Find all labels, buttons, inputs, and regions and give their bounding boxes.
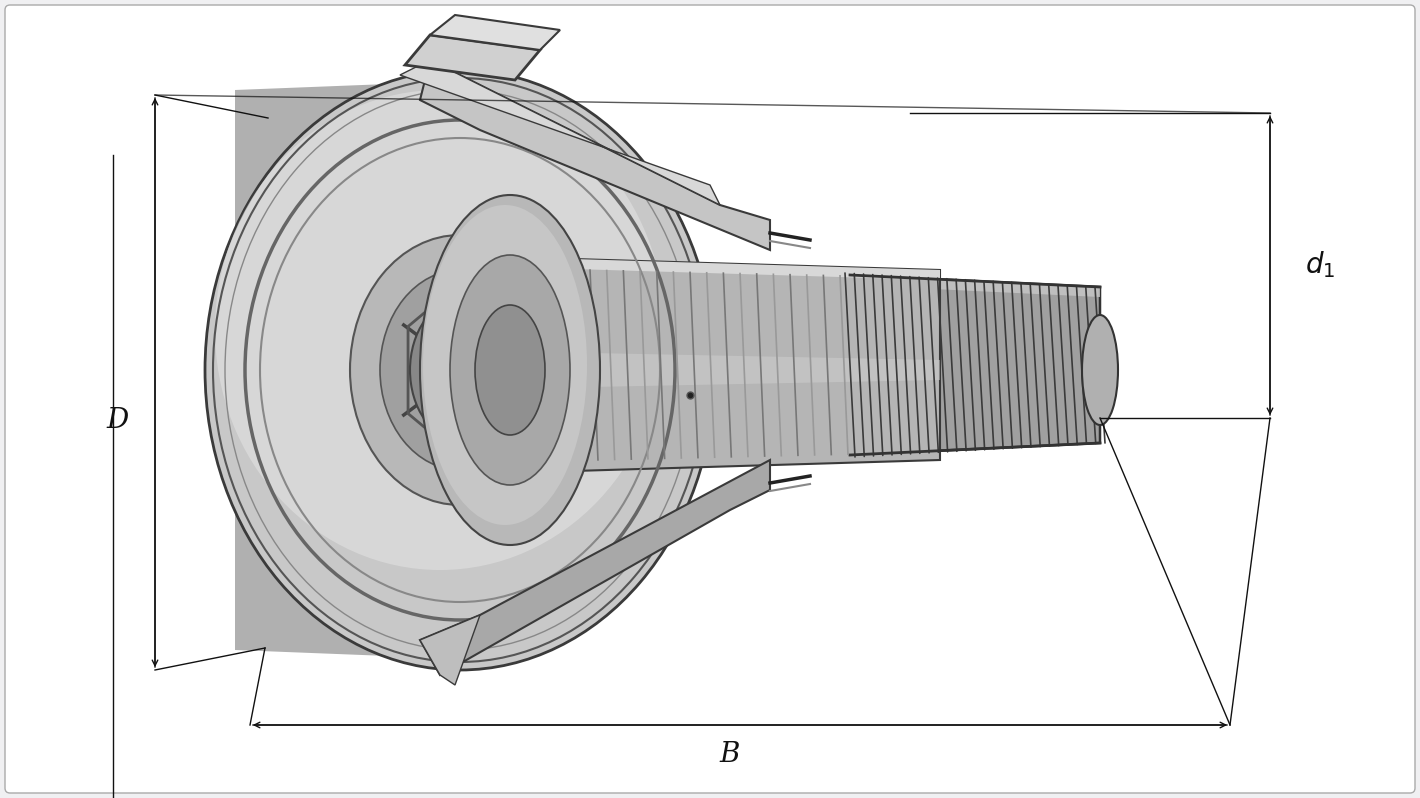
- Ellipse shape: [476, 305, 545, 435]
- Ellipse shape: [410, 300, 510, 440]
- FancyBboxPatch shape: [6, 5, 1414, 793]
- Polygon shape: [400, 60, 720, 205]
- Polygon shape: [440, 255, 940, 475]
- Polygon shape: [851, 275, 1100, 297]
- Ellipse shape: [450, 255, 569, 485]
- Polygon shape: [440, 255, 940, 280]
- Ellipse shape: [1082, 315, 1118, 425]
- Text: B: B: [720, 741, 740, 768]
- Ellipse shape: [423, 205, 586, 525]
- Ellipse shape: [420, 195, 601, 545]
- Polygon shape: [234, 80, 490, 660]
- Polygon shape: [440, 350, 940, 390]
- Ellipse shape: [204, 70, 716, 670]
- Polygon shape: [420, 460, 770, 675]
- Ellipse shape: [214, 90, 665, 570]
- Polygon shape: [851, 275, 1100, 455]
- Polygon shape: [405, 35, 540, 80]
- Ellipse shape: [381, 270, 540, 470]
- Polygon shape: [420, 60, 770, 250]
- Text: D: D: [106, 406, 129, 433]
- Polygon shape: [430, 15, 559, 50]
- Polygon shape: [420, 615, 480, 685]
- Ellipse shape: [349, 235, 569, 505]
- Text: $d_1$: $d_1$: [1305, 250, 1335, 280]
